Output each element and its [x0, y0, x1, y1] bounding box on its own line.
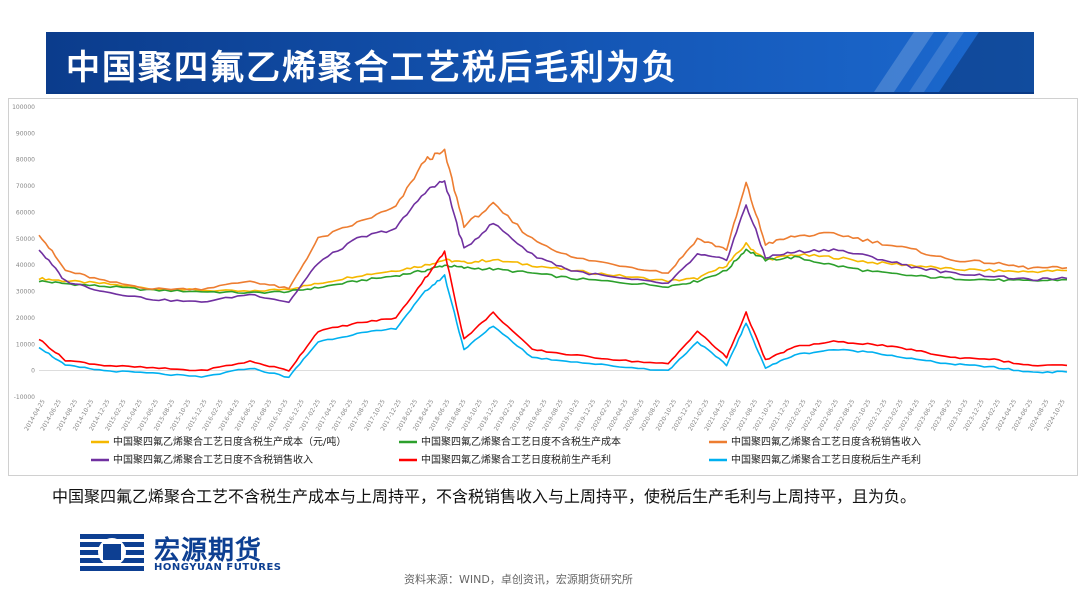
chart-frame: -10000 0 10000 20000 30000 40000 50000 60000 700…	[8, 98, 1078, 476]
legend-label: 中国聚四氟乙烯聚合工艺日度不含税生产成本	[421, 435, 621, 448]
legend-label: 中国聚四氟乙烯聚合工艺日度税后生产毛利	[731, 453, 921, 466]
description-text: 中国聚四氟乙烯聚合工艺不含税生产成本与上周持平，不含税销售收入与上周持平，使税后…	[52, 487, 917, 506]
title-banner: 中国聚四氟乙烯聚合工艺税后毛利为负	[46, 32, 1034, 92]
series-lines	[38, 148, 1068, 379]
logo-emblem-icon	[80, 534, 144, 571]
y-tick-label: 70000	[16, 183, 35, 190]
y-tick-label: 10000	[16, 341, 35, 348]
legend-label: 中国聚四氟乙烯聚合工艺日度税前生产毛利	[421, 453, 611, 466]
series-line-2	[38, 248, 1068, 294]
legend-label: 中国聚四氟乙烯聚合工艺日度含税销售收入	[731, 435, 921, 448]
series-line-6	[38, 274, 1068, 379]
series-line-3	[38, 148, 1068, 291]
y-tick-label: 20000	[16, 315, 35, 322]
page-title: 中国聚四氟乙烯聚合工艺税后毛利为负	[66, 48, 678, 88]
company-logo: 宏源期货 HONGYUAN FUTURES	[78, 528, 318, 576]
y-tick-label: 60000	[16, 209, 35, 216]
series-line-4	[38, 180, 1068, 304]
y-tick-label: 50000	[16, 236, 35, 243]
line-chart: -10000 0 10000 20000 30000 40000 50000 60000 700…	[12, 104, 1068, 466]
y-tick-label: 90000	[16, 130, 35, 137]
x-axis: 2014-04-252014-06-252014-08-252014-10-25…	[23, 398, 1067, 432]
legend: 中国聚四氟乙烯聚合工艺日度含税生产成本（元/吨） 中国聚四氟乙烯聚合工艺日度不含税…	[91, 435, 921, 466]
series-line-1	[38, 242, 1067, 293]
y-tick-label: 40000	[16, 262, 35, 269]
legend-label: 中国聚四氟乙烯聚合工艺日度不含税销售收入	[113, 453, 313, 466]
y-tick-label: 80000	[16, 157, 35, 164]
y-tick-label: -10000	[14, 394, 35, 401]
source-note: 资料来源：WIND，卓创资讯，宏源期货研究所	[404, 573, 633, 586]
legend-label: 中国聚四氟乙烯聚合工艺日度含税生产成本（元/吨）	[113, 435, 346, 448]
logo-text-en: HONGYUAN FUTURES	[154, 562, 282, 573]
y-axis: -10000 0 10000 20000 30000 40000 50000 60000 700…	[12, 104, 1067, 401]
logo-text-cn: 宏源期货	[154, 536, 263, 566]
banner-stripes-decoration	[874, 32, 1034, 92]
y-tick-label: 0	[31, 368, 35, 375]
series-line-5	[38, 250, 1068, 372]
y-tick-label: 100000	[12, 104, 35, 111]
y-tick-label: 30000	[16, 289, 35, 296]
